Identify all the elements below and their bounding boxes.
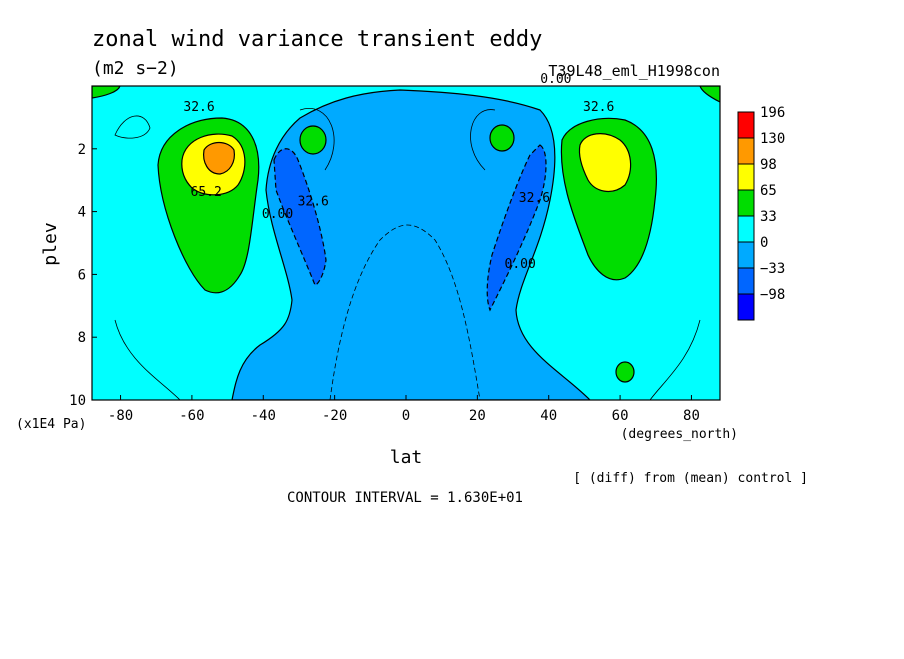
x-tick-label: 20 bbox=[469, 408, 486, 424]
x-tick-label: -60 bbox=[179, 408, 204, 424]
contour-label: 32.6 bbox=[583, 100, 614, 115]
y-tick-label: 6 bbox=[78, 267, 86, 283]
colorbar-swatch bbox=[737, 215, 755, 243]
x-tick-label: 60 bbox=[612, 408, 629, 424]
y-axis-label: plev bbox=[40, 222, 61, 265]
colorbar-swatch bbox=[737, 137, 755, 165]
x-tick-label: -20 bbox=[322, 408, 347, 424]
small-cell-sh bbox=[299, 125, 327, 155]
colorbar-label: −33 bbox=[760, 261, 785, 277]
colorbar-swatch bbox=[737, 293, 755, 321]
contour-label: 65.2 bbox=[191, 185, 222, 200]
y-tick-label: 10 bbox=[69, 393, 86, 409]
x-axis: -80 -60 -40 -20 0 20 40 60 80 bbox=[108, 395, 700, 424]
negative-region bbox=[231, 89, 591, 400]
colorbar-label: 196 bbox=[760, 105, 785, 121]
colorbar-label: 130 bbox=[760, 131, 785, 147]
y-tick-label: 4 bbox=[78, 205, 86, 221]
colorbar-swatch bbox=[737, 111, 755, 139]
contour-label: 0.00 bbox=[540, 72, 571, 87]
small-cell-nh-low bbox=[615, 361, 635, 383]
colorbar: 196 130 98 65 33 0 −33 −98 bbox=[737, 105, 785, 321]
colorbar-swatch bbox=[737, 241, 755, 269]
colorbar-label: 98 bbox=[760, 157, 777, 173]
negative-lobe-east bbox=[486, 144, 547, 312]
contour-label: 32.6 bbox=[519, 191, 550, 206]
colorbar-label: −98 bbox=[760, 287, 785, 303]
contour-label: 0.00 bbox=[505, 257, 536, 272]
y-axis: 2 4 6 8 10 bbox=[69, 142, 97, 409]
contour-label: 32.6 bbox=[183, 100, 214, 115]
x-tick-label: -80 bbox=[108, 408, 133, 424]
contour-interval: CONTOUR INTERVAL = 1.630E+01 bbox=[287, 490, 523, 506]
colorbar-label: 33 bbox=[760, 209, 777, 225]
colorbar-swatch bbox=[737, 163, 755, 191]
x-tick-label: 40 bbox=[540, 408, 557, 424]
y-tick-label: 8 bbox=[78, 330, 86, 346]
colorbar-label: 0 bbox=[760, 235, 768, 251]
run-label: T39L48_eml_H1998con bbox=[548, 62, 720, 80]
x-unit-label: (degrees_north) bbox=[621, 427, 738, 442]
x-tick-label: 80 bbox=[683, 408, 700, 424]
plot-area bbox=[91, 85, 721, 401]
max-sh-orange bbox=[203, 141, 235, 175]
contour-label: 0.00 bbox=[262, 207, 293, 222]
y-tick-label: 2 bbox=[78, 142, 86, 158]
x-tick-label: 0 bbox=[402, 408, 410, 424]
x-axis-label: lat bbox=[390, 447, 423, 468]
max-nh-yellow bbox=[578, 133, 632, 193]
colorbar-swatch bbox=[737, 189, 755, 217]
y-unit-label: (x1E4 Pa) bbox=[16, 417, 86, 432]
colorbar-swatch bbox=[737, 267, 755, 295]
chart-title: zonal wind variance transient eddy bbox=[92, 27, 542, 52]
contour-label: 32.6 bbox=[298, 194, 329, 209]
footer-note: [ (diff) from (mean) control ] bbox=[573, 471, 808, 486]
small-cell-nh bbox=[489, 124, 515, 152]
contour-labels: 32.6 65.2 32.6 0.00 0.00 32.6 32.6 0.00 bbox=[183, 72, 614, 272]
x-tick-label: -40 bbox=[251, 408, 276, 424]
thin-contours bbox=[114, 108, 701, 400]
negative-lobe-west bbox=[273, 148, 327, 286]
chart-units: (m2 s−2) bbox=[92, 58, 179, 79]
colorbar-label: 65 bbox=[760, 183, 777, 199]
